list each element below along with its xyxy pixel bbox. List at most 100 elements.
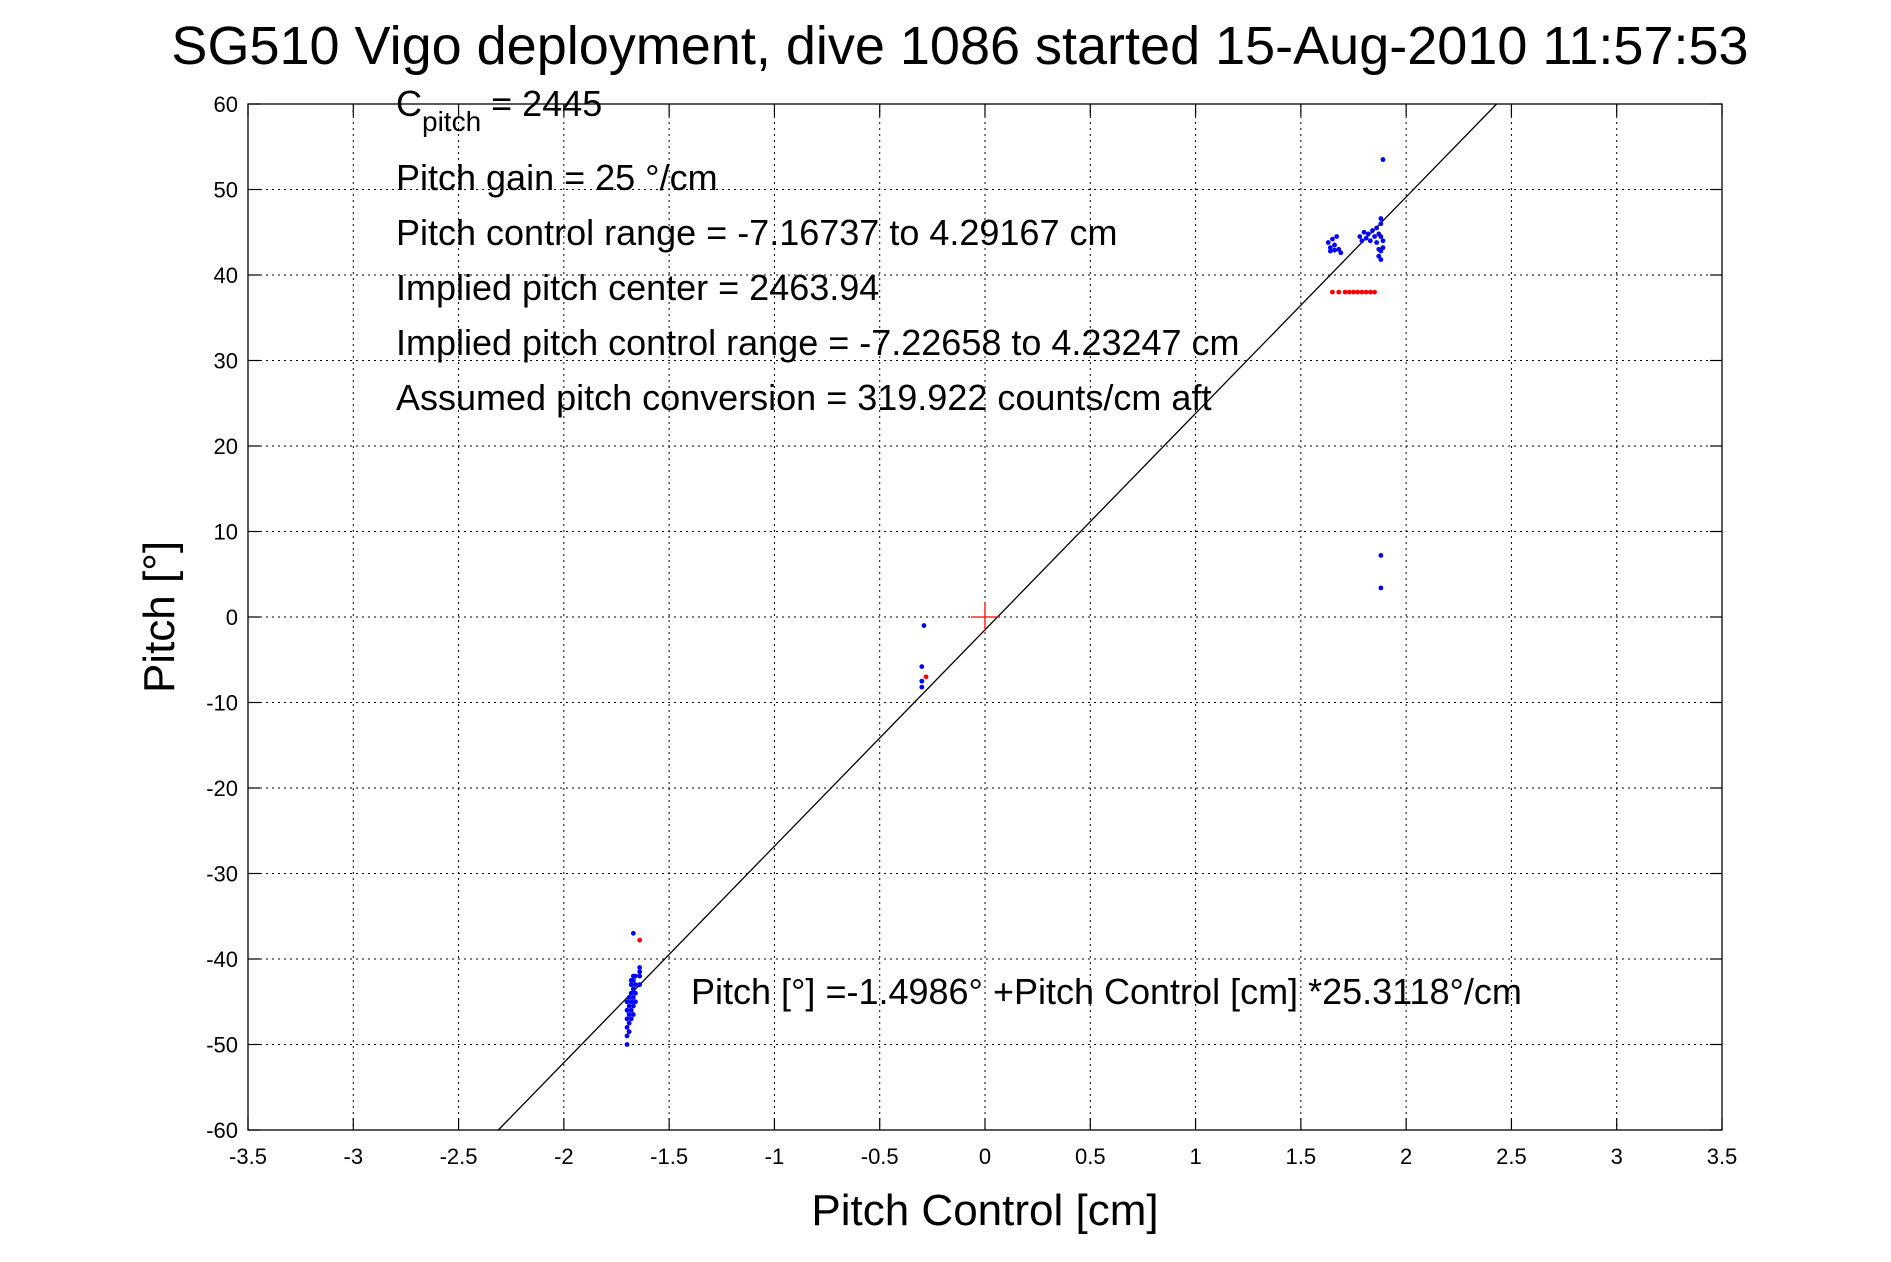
data-point bbox=[1378, 585, 1384, 591]
data-point bbox=[633, 973, 638, 979]
data-point bbox=[1325, 240, 1331, 245]
center-marker bbox=[971, 603, 999, 631]
x-tick-label: 0 bbox=[979, 1144, 991, 1169]
x-tick-labels: -3.5 -3 -2.5 -2 -1.5 -1 -0.5 0 0.5 1 1.5 2 2.5 3 3.5 bbox=[229, 1144, 1737, 1169]
x-tick-label: -1.5 bbox=[650, 1144, 688, 1169]
annotation-implied-range: Implied pitch control range = -7.22658 t… bbox=[396, 322, 1240, 363]
data-point bbox=[624, 1033, 630, 1039]
fit-equation: Pitch [°] =-1.4986° +Pitch Control [cm] … bbox=[691, 971, 1522, 1012]
data-point bbox=[1346, 289, 1352, 295]
data-point bbox=[624, 1042, 630, 1047]
y-axis-label: Pitch [°] bbox=[135, 541, 184, 693]
data-point bbox=[1367, 289, 1373, 295]
x-tick-label: 3 bbox=[1611, 1144, 1623, 1169]
data-point bbox=[1372, 234, 1377, 239]
data-point bbox=[637, 937, 643, 943]
y-tick-labels: -60 -50 -40 -30 -20 -10 0 10 20 30 40 50 60 bbox=[206, 92, 238, 1143]
data-point bbox=[1374, 225, 1380, 231]
data-point bbox=[1363, 289, 1369, 295]
x-tick-label: -1 bbox=[765, 1144, 785, 1169]
data-point bbox=[1330, 289, 1335, 295]
data-point bbox=[1378, 553, 1384, 558]
annotation-pitch-gain: Pitch gain = 25 °/cm bbox=[396, 157, 718, 198]
annotation-block: Cpitch = 2445 Pitch gain = 25 °/cm Pitch… bbox=[396, 83, 1240, 418]
cpitch-subscript: pitch bbox=[422, 106, 481, 137]
cpitch-value: = 2445 bbox=[481, 83, 602, 124]
data-point bbox=[1378, 221, 1384, 227]
data-point bbox=[624, 999, 630, 1005]
data-point bbox=[1378, 216, 1384, 221]
y-tick-label: -50 bbox=[206, 1033, 238, 1058]
data-point bbox=[1374, 240, 1380, 245]
annotation-cpitch: Cpitch = 2445 bbox=[396, 83, 602, 137]
data-point bbox=[637, 973, 643, 979]
data-point bbox=[624, 1016, 630, 1022]
y-tick-label: 0 bbox=[226, 605, 238, 630]
data-point bbox=[1327, 248, 1333, 254]
data-point bbox=[637, 965, 643, 970]
data-point bbox=[1336, 289, 1342, 295]
y-tick-label: -30 bbox=[206, 862, 238, 887]
chart-title: SG510 Vigo deployment, dive 1086 started… bbox=[171, 16, 1748, 76]
x-tick-label: -0.5 bbox=[861, 1144, 899, 1169]
data-point bbox=[1372, 289, 1377, 295]
y-tick-label: 50 bbox=[214, 178, 238, 203]
data-point bbox=[1380, 157, 1386, 162]
data-point bbox=[626, 1029, 632, 1035]
data-point bbox=[1380, 238, 1386, 244]
y-tick-label: 20 bbox=[214, 434, 238, 459]
data-point bbox=[628, 999, 634, 1005]
y-tick-label: 60 bbox=[214, 92, 238, 117]
x-tick-label: 1.5 bbox=[1286, 1144, 1317, 1169]
annotation-pitch-control-range: Pitch control range = -7.16737 to 4.2916… bbox=[396, 212, 1117, 253]
data-point bbox=[637, 969, 643, 975]
data-point bbox=[1338, 250, 1344, 256]
data-point bbox=[630, 930, 636, 936]
data-point bbox=[1334, 234, 1340, 239]
data-point bbox=[630, 995, 636, 1000]
annotation-assumed-conversion: Assumed pitch conversion = 319.922 count… bbox=[396, 377, 1211, 418]
y-tick-label: 30 bbox=[214, 349, 238, 374]
y-tick-label: -20 bbox=[206, 776, 238, 801]
data-point bbox=[630, 1003, 636, 1009]
data-point bbox=[1332, 247, 1337, 253]
data-point bbox=[1359, 289, 1365, 295]
data-point bbox=[1351, 289, 1356, 295]
data-point bbox=[1363, 235, 1369, 241]
data-point bbox=[1327, 245, 1333, 251]
data-point bbox=[1378, 234, 1384, 239]
x-tick-label: 1 bbox=[1189, 1144, 1201, 1169]
x-tick-label: -3.5 bbox=[229, 1144, 267, 1169]
x-tick-label: -2.5 bbox=[440, 1144, 478, 1169]
x-tick-label: 2.5 bbox=[1496, 1144, 1527, 1169]
data-point bbox=[626, 1020, 632, 1026]
data-point bbox=[628, 990, 634, 996]
data-point bbox=[1357, 234, 1363, 239]
x-tick-label: 0.5 bbox=[1075, 1144, 1106, 1169]
data-point bbox=[624, 1025, 630, 1030]
data-point bbox=[630, 977, 636, 983]
data-point bbox=[1380, 245, 1386, 251]
data-point bbox=[1359, 238, 1365, 244]
data-point bbox=[626, 1003, 632, 1009]
data-point bbox=[1332, 242, 1337, 248]
y-tick-label: -60 bbox=[206, 1118, 238, 1143]
data-point bbox=[1342, 289, 1348, 295]
y-tick-label: 40 bbox=[214, 263, 238, 288]
data-point bbox=[630, 1012, 636, 1017]
data-point bbox=[919, 678, 925, 684]
data-point bbox=[1367, 238, 1373, 244]
data-point bbox=[628, 1007, 634, 1013]
data-point bbox=[1378, 257, 1384, 263]
data-point bbox=[628, 1016, 634, 1022]
x-axis-label: Pitch Control [cm] bbox=[811, 1186, 1158, 1235]
data-point bbox=[633, 982, 638, 988]
data-point bbox=[624, 1007, 630, 1013]
y-tick-label: 10 bbox=[214, 520, 238, 545]
data-point bbox=[923, 674, 929, 680]
data-point bbox=[1361, 229, 1367, 235]
x-tick-label: 2 bbox=[1400, 1144, 1412, 1169]
data-point bbox=[921, 623, 927, 628]
data-point bbox=[633, 990, 638, 996]
